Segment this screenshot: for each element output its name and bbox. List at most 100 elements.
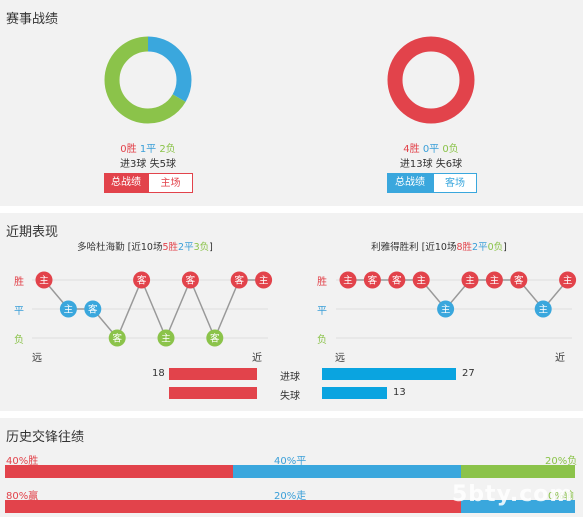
- h1-draw-segment: [233, 465, 461, 478]
- right-team-summary: 利雅得胜利 [近10场8胜2平0负]: [334, 239, 544, 253]
- svg-text:主: 主: [343, 275, 353, 287]
- h1-win-label: 40%胜: [6, 456, 39, 467]
- svg-text:主: 主: [39, 275, 49, 287]
- right-loss-count: 0负: [442, 144, 459, 155]
- left-form-point: 客: [206, 329, 224, 347]
- right-axis-draw: 平: [317, 306, 327, 317]
- left-form-point: 客: [133, 271, 151, 289]
- summary-panel: 赛事战绩 0胜 1平 2负 进3球 失5球 总战绩 主场 4胜 0平 0负 进1…: [0, 0, 583, 206]
- h2-win-segment: [5, 500, 461, 513]
- h2-loss-label: 0%输: [548, 491, 574, 502]
- recent-panel: 近期表现 多哈杜海勤 [近10场5胜2平3负] 利雅得胜利 [近10场8胜2平0…: [0, 213, 583, 411]
- summary-title: 赛事战绩: [6, 12, 59, 27]
- right-form-point: 主: [437, 300, 455, 318]
- right-total-button[interactable]: 总战绩: [387, 173, 433, 193]
- right-summary-prefix: [近10场: [418, 242, 457, 253]
- right-form-point: 客: [363, 271, 381, 289]
- left-summary-prefix: [近10场: [124, 242, 163, 253]
- right-form-point: 主: [559, 271, 577, 289]
- left-form-point: 客: [181, 271, 199, 289]
- left-total-button[interactable]: 总战绩: [104, 173, 148, 193]
- left-near-label: 近: [252, 353, 262, 364]
- left-scored-value: 18: [152, 368, 165, 379]
- svg-text:客: 客: [514, 275, 524, 287]
- svg-text:客: 客: [186, 275, 196, 287]
- right-summary-wins: 8胜: [456, 242, 473, 253]
- svg-text:客: 客: [210, 333, 220, 345]
- h1-draw-label: 40%平: [274, 456, 307, 467]
- h1-loss-label: 20%负: [545, 456, 578, 467]
- left-form-point: 主: [255, 271, 273, 289]
- right-donut-chart: [387, 36, 475, 124]
- h2-bar: [5, 500, 575, 513]
- recent-title: 近期表现: [6, 225, 59, 240]
- right-draw-count: 0平: [422, 144, 440, 155]
- right-away-button[interactable]: 客场: [433, 173, 477, 193]
- h1-win-segment: [5, 465, 233, 478]
- conceded-label: 失球: [280, 391, 300, 402]
- right-scored-value: 27: [462, 368, 475, 379]
- scored-label: 进球: [280, 372, 300, 383]
- left-home-button[interactable]: 主场: [148, 173, 193, 193]
- right-far-label: 远: [335, 353, 345, 364]
- right-form-point: 主: [461, 271, 479, 289]
- right-win-count: 4胜: [403, 144, 420, 155]
- h2-draw-label: 20%走: [274, 491, 307, 502]
- right-donut-win-slice: [387, 36, 475, 124]
- svg-text:客: 客: [88, 304, 98, 316]
- svg-text:主: 主: [465, 275, 475, 287]
- left-summary-draws: 2平: [178, 242, 194, 253]
- watermark: 5bty.com: [452, 482, 574, 507]
- left-form-line: [43, 278, 264, 340]
- left-scored-bar: [169, 368, 257, 380]
- left-summary-suffix: ]: [209, 242, 213, 253]
- left-far-label: 远: [32, 353, 42, 364]
- right-summary-draws: 2平: [472, 242, 488, 253]
- right-axis-win: 胜: [317, 277, 327, 288]
- left-draw-count: 1平: [139, 144, 157, 155]
- right-goals: 进13球 失6球: [399, 159, 463, 170]
- svg-text:主: 主: [64, 304, 74, 316]
- history-panel: 历史交锋往绩 40%胜 40%平 20%负 80%赢 20%走 0%输 5bty…: [0, 418, 583, 517]
- left-axis-draw: 平: [14, 306, 24, 317]
- h1-loss-segment: [461, 465, 575, 478]
- svg-text:主: 主: [563, 275, 573, 287]
- left-summary-wins: 5胜: [162, 242, 179, 253]
- left-form-point: 主: [59, 300, 77, 318]
- svg-text:客: 客: [368, 275, 378, 287]
- left-team-name: 多哈杜海勤: [77, 242, 125, 253]
- svg-text:客: 客: [137, 275, 147, 287]
- left-donut-chart: [104, 36, 192, 124]
- svg-text:主: 主: [490, 275, 500, 287]
- left-record: 0胜 1平 2负: [100, 140, 196, 155]
- right-form-line: [348, 279, 569, 311]
- svg-text:主: 主: [538, 304, 548, 316]
- svg-text:主: 主: [161, 333, 171, 345]
- h2-win-label: 80%赢: [6, 491, 39, 502]
- right-form-point: 主: [412, 271, 430, 289]
- right-record: 4胜 0平 0负: [383, 140, 479, 155]
- left-win-count: 0胜: [120, 144, 137, 155]
- left-donut-loss-slice: [104, 36, 192, 124]
- right-axis-loss: 负: [317, 335, 327, 346]
- right-form-point: 客: [510, 271, 528, 289]
- left-form-point: 主: [157, 329, 175, 347]
- left-conceded-bar: [169, 387, 257, 399]
- h2-draw-segment: [461, 500, 575, 513]
- right-form-point: 客: [388, 271, 406, 289]
- left-summary-losses: 3负: [193, 242, 210, 253]
- svg-text:主: 主: [441, 304, 451, 316]
- left-axis-loss: 负: [14, 335, 24, 346]
- svg-text:客: 客: [112, 333, 122, 345]
- right-scored-bar: [322, 368, 456, 380]
- left-form-chart: 主主 客客客主客客客主: [32, 271, 273, 347]
- right-form-point: 主: [485, 271, 503, 289]
- right-form-point: 主: [534, 300, 552, 318]
- right-conceded-bar: [322, 387, 387, 399]
- right-conceded-value: 13: [393, 387, 406, 398]
- svg-text:主: 主: [259, 275, 269, 287]
- right-summary-suffix: ]: [503, 242, 507, 253]
- left-loss-count: 2负: [159, 144, 176, 155]
- right-form-point: 主: [339, 271, 357, 289]
- left-team-summary: 多哈杜海勤 [近10场5胜2平3负]: [40, 239, 250, 253]
